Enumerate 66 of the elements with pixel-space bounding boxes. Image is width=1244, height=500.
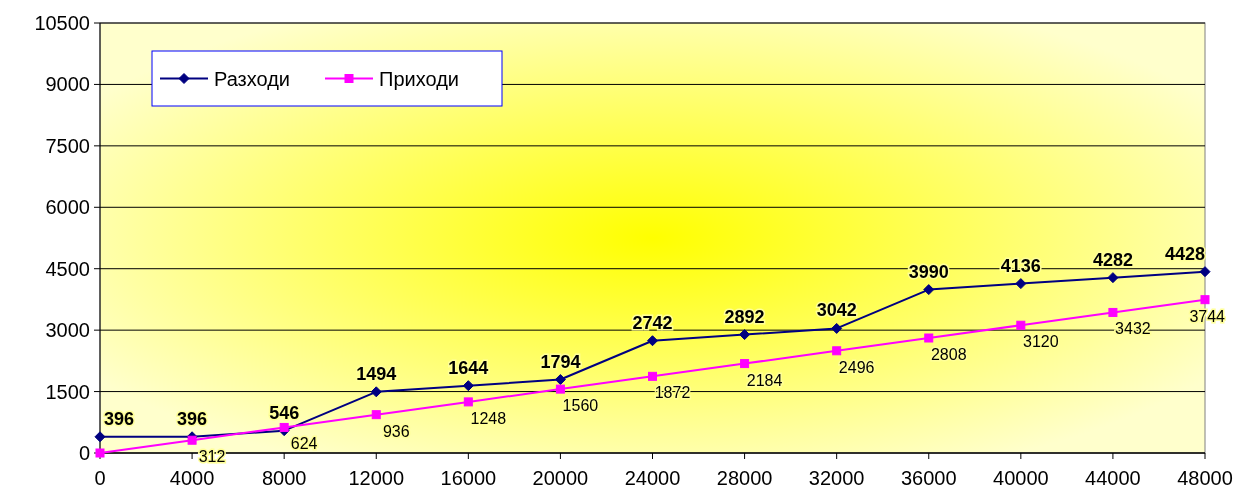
data-label: 2808 <box>930 346 967 364</box>
point <box>187 435 197 445</box>
x-tick-label: 20000 <box>532 467 589 489</box>
y-tick-label: 10500 <box>34 12 90 34</box>
data-label: 2892 <box>724 306 765 327</box>
x-tick-label: 4000 <box>169 467 215 489</box>
y-tick-label: 7500 <box>45 134 90 157</box>
x-tick-label: 40000 <box>993 467 1049 489</box>
x-tick-label: 32000 <box>808 467 865 489</box>
y-tick-label: 9000 <box>45 73 90 96</box>
y-tick-label: 3000 <box>45 319 90 342</box>
y-tick-label: 4500 <box>45 257 90 280</box>
point <box>1015 278 1027 290</box>
point <box>462 380 474 392</box>
y-tick-label: 0 <box>78 442 90 464</box>
point <box>832 346 842 356</box>
point <box>555 384 565 394</box>
x-tick-label: 8000 <box>261 467 307 489</box>
point <box>740 359 750 369</box>
point <box>554 374 566 386</box>
point <box>1107 272 1119 284</box>
x-tick-label: 36000 <box>900 467 957 489</box>
data-label: 3120 <box>1023 333 1059 351</box>
point <box>739 329 751 341</box>
data-label: 3744 <box>1189 307 1226 325</box>
point <box>1016 320 1026 330</box>
data-label: 1794 <box>540 351 581 372</box>
x-tick-label: 24000 <box>624 467 681 489</box>
x-tick-label: 16000 <box>440 467 497 489</box>
data-label: 1560 <box>562 397 599 415</box>
point <box>1108 307 1118 317</box>
point <box>1200 295 1210 305</box>
y-tick-label: 6000 <box>45 196 90 219</box>
data-label: 396 <box>104 408 135 429</box>
data-label: 1248 <box>470 409 507 427</box>
x-tick-label: 44000 <box>1085 467 1141 489</box>
point <box>463 397 473 407</box>
point <box>94 431 106 443</box>
data-label: 546 <box>269 402 300 423</box>
data-label: 1644 <box>448 357 489 378</box>
point <box>1199 266 1211 278</box>
legend-label: Разходи <box>214 67 291 90</box>
x-tick-label: 12000 <box>348 467 405 489</box>
data-label: 3042 <box>816 300 857 321</box>
point <box>831 322 843 334</box>
data-label: 1494 <box>356 363 397 384</box>
point <box>647 335 658 347</box>
data-label: 4428 <box>1164 243 1205 264</box>
point <box>279 422 289 432</box>
data-label: 4282 <box>1092 249 1133 270</box>
data-label: 936 <box>382 422 410 440</box>
point <box>924 333 934 343</box>
data-label: 624 <box>290 435 318 453</box>
data-label: 2496 <box>838 358 875 376</box>
point <box>923 284 935 296</box>
x-tick-label: 0 <box>94 467 106 489</box>
data-label: 2742 <box>632 312 673 333</box>
point <box>371 410 381 420</box>
point <box>648 371 657 381</box>
x-tick-label: 28000 <box>716 467 773 489</box>
legend-label: Приходи <box>379 67 459 90</box>
point <box>370 386 382 398</box>
x-tick-label: 48000 <box>1177 467 1233 489</box>
data-label: 396 <box>177 408 208 429</box>
data-label: 2184 <box>746 371 783 389</box>
y-tick-label: 1500 <box>45 380 90 403</box>
